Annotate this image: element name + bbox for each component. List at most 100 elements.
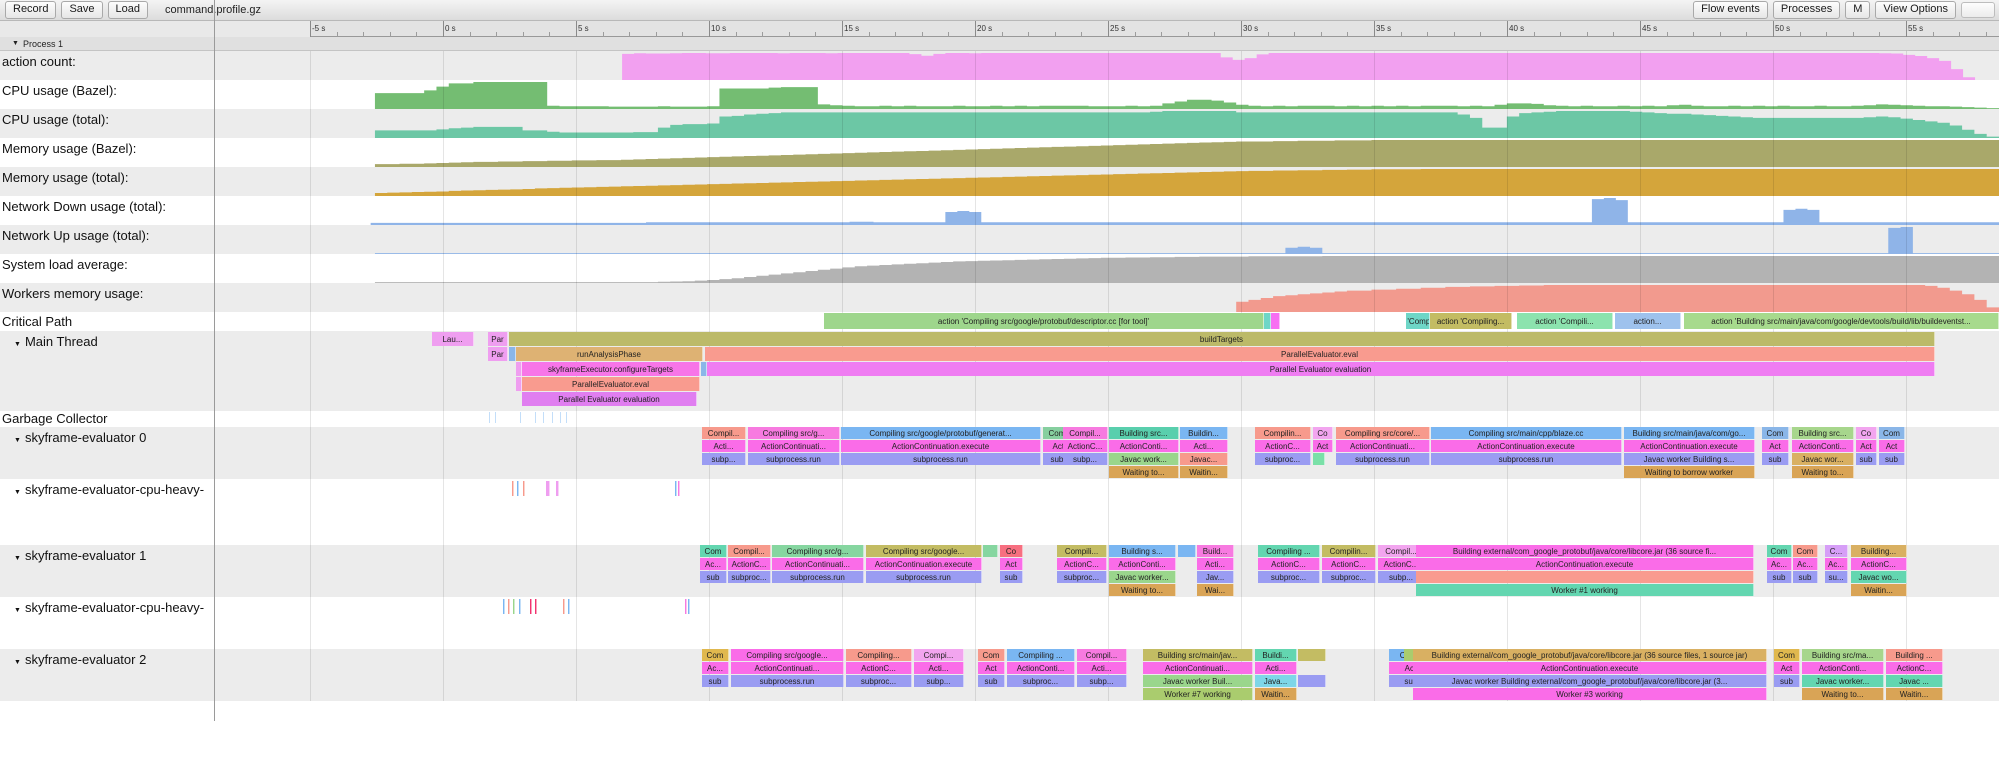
trace-slice[interactable]: Compi... <box>914 649 964 661</box>
track-label-skyframe-evaluator-cpu-heavy-1[interactable]: ▼ skyframe-evaluator-cpu-heavy- <box>0 597 215 622</box>
trace-slice[interactable]: Parallel Evaluator evaluation <box>522 392 697 406</box>
trace-slice[interactable]: Par <box>488 347 508 361</box>
trace-slice[interactable]: ActionConti... <box>1792 440 1854 452</box>
trace-slice[interactable]: Compiling src/g... <box>772 545 864 557</box>
trace-slice[interactable]: Ac... <box>1767 558 1792 570</box>
chevron-down-icon[interactable]: ▼ <box>14 555 21 562</box>
track-body-memory-usage-total[interactable] <box>215 167 1999 196</box>
track-body-memory-usage-bazel[interactable] <box>215 138 1999 167</box>
trace-slice[interactable]: Compiling ... <box>1258 545 1320 557</box>
trace-slice[interactable]: sub <box>978 675 1005 687</box>
trace-slice[interactable] <box>678 481 680 496</box>
trace-slice[interactable] <box>508 599 510 614</box>
chevron-down-icon[interactable]: ▼ <box>14 341 21 348</box>
trace-slice[interactable]: Acti... <box>1197 558 1234 570</box>
trace-slice[interactable]: subproc... <box>1255 453 1311 465</box>
load-button[interactable]: Load <box>107 1 149 19</box>
trace-slice[interactable]: subp... <box>1077 675 1127 687</box>
trace-slice[interactable] <box>688 599 690 614</box>
trace-slice[interactable]: ActionContinuation.execute <box>1413 662 1767 674</box>
trace-slice[interactable]: Building s... <box>1109 545 1176 557</box>
trace-slice[interactable]: Javac worker Buil... <box>1143 675 1253 687</box>
trace-slice[interactable]: Compiling src/google... <box>731 649 844 661</box>
trace-slice[interactable]: ActionContinuation.execute <box>1416 558 1754 570</box>
trace-slice[interactable]: sub <box>1774 675 1800 687</box>
trace-slice[interactable] <box>520 412 521 423</box>
trace-slice[interactable]: Waitin... <box>1851 584 1907 596</box>
record-button[interactable]: Record <box>5 1 57 19</box>
trace-slice[interactable]: Com <box>1767 545 1792 557</box>
trace-slice[interactable]: Ac... <box>700 558 727 570</box>
trace-slice[interactable]: Act <box>978 662 1005 674</box>
track-body-network-up-total[interactable] <box>215 225 1999 254</box>
trace-slice[interactable]: Acti... <box>914 662 964 674</box>
trace-slice[interactable]: subproc... <box>1322 571 1376 583</box>
trace-slice[interactable] <box>535 412 536 423</box>
trace-slice[interactable]: subproc... <box>846 675 912 687</box>
track-body-skyframe-evaluator-0[interactable]: Compil... Compiling src/g... Compiling src… <box>215 427 1999 479</box>
trace-slice[interactable]: Compili... <box>1057 545 1107 557</box>
trace-slice[interactable]: Compiling src/main/cpp/blaze.cc <box>1431 427 1622 439</box>
toolbar-overflow-slot[interactable] <box>1961 2 1995 18</box>
trace-slice[interactable]: sub <box>1762 453 1789 465</box>
trace-slice[interactable] <box>556 481 559 496</box>
trace-slice[interactable]: Waitin... <box>1255 688 1297 700</box>
chevron-down-icon[interactable]: ▼ <box>14 659 21 666</box>
trace-slice[interactable]: Compiling src/core/... <box>1336 427 1430 439</box>
trace-slice[interactable] <box>1416 571 1754 583</box>
trace-slice[interactable]: subproc... <box>1057 571 1107 583</box>
trace-slice[interactable]: ActionContinuation.execute <box>841 440 1041 452</box>
track-label-skyframe-evaluator-1[interactable]: ▼ skyframe-evaluator 1 <box>0 545 215 570</box>
trace-slice[interactable]: ParallelEvaluator.eval <box>522 377 700 391</box>
trace-slice[interactable]: subprocess.run <box>731 675 844 687</box>
trace-slice[interactable] <box>568 599 570 614</box>
trace-slice[interactable]: Ac... <box>702 662 729 674</box>
track-label-skyframe-evaluator-0[interactable]: ▼ skyframe-evaluator 0 <box>0 427 215 452</box>
trace-slice[interactable]: Act <box>1000 558 1023 570</box>
trace-slice[interactable] <box>1271 313 1280 329</box>
process-header[interactable]: ▼ Process 1 <box>0 37 1999 51</box>
trace-slice[interactable]: ActionContinuation.execute <box>1624 440 1755 452</box>
trace-slice[interactable]: ActionC... <box>1886 662 1943 674</box>
trace-slice[interactable] <box>519 599 521 614</box>
trace-slice[interactable]: ActionContinuati... <box>772 558 864 570</box>
trace-slice[interactable]: subp... <box>1063 453 1108 465</box>
trace-slice[interactable]: Ac... <box>1825 558 1848 570</box>
trace-slice[interactable]: Acti... <box>1077 662 1127 674</box>
trace-slice[interactable]: Building src/ma... <box>1802 649 1884 661</box>
track-body-cpu-usage-bazel[interactable] <box>215 80 1999 109</box>
trace-slice[interactable]: Compiling src/google... <box>866 545 982 557</box>
track-body-skyframe-evaluator-cpu-heavy-1[interactable] <box>215 597 1999 649</box>
track-body-system-load-average[interactable] <box>215 254 1999 283</box>
trace-slice[interactable] <box>489 412 490 423</box>
trace-slice[interactable]: subproc... <box>1007 675 1075 687</box>
trace-slice[interactable]: Building... <box>1851 545 1907 557</box>
trace-slice[interactable]: Javac worker Building s... <box>1624 453 1755 465</box>
metrics-button[interactable]: M <box>1845 1 1871 19</box>
trace-slice[interactable]: Building src/main/java/com/go... <box>1624 427 1755 439</box>
trace-slice[interactable] <box>983 545 998 557</box>
trace-slice[interactable]: su... <box>1825 571 1848 583</box>
trace-slice[interactable]: Compil... <box>1077 649 1127 661</box>
trace-slice[interactable] <box>535 599 537 614</box>
trace-slice[interactable]: ActionC... <box>1322 558 1376 570</box>
flow-events-button[interactable]: Flow events <box>1693 1 1768 19</box>
trace-slice[interactable] <box>516 362 522 376</box>
trace-slice[interactable]: Com <box>702 649 729 661</box>
track-label-main-thread[interactable]: ▼ Main Thread <box>0 331 215 356</box>
trace-slice[interactable]: sub <box>1793 571 1818 583</box>
trace-slice[interactable] <box>560 412 561 423</box>
trace-slice[interactable]: Java... <box>1255 675 1297 687</box>
trace-slice[interactable]: sub <box>700 571 727 583</box>
trace-slice[interactable]: Javac worker Building external/com_googl… <box>1413 675 1767 687</box>
trace-slice[interactable] <box>552 412 553 423</box>
track-body-network-down-total[interactable] <box>215 196 1999 225</box>
track-body-workers-memory-usage[interactable] <box>215 283 1999 312</box>
trace-slice[interactable]: action 'Compiling... <box>1406 313 1430 329</box>
trace-slice[interactable]: subproc... <box>1258 571 1320 583</box>
trace-slice[interactable] <box>513 599 515 614</box>
view-options-button[interactable]: View Options <box>1875 1 1956 19</box>
trace-slice[interactable]: action 'Compiling... <box>1430 313 1512 329</box>
track-body-skyframe-evaluator-1[interactable]: Com Compil... Compiling src/g... Compiling … <box>215 545 1999 597</box>
trace-slice[interactable]: Javac worker... <box>1109 571 1176 583</box>
